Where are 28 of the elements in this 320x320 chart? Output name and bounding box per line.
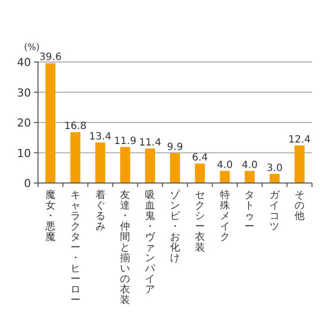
- value-label: 3.0: [266, 162, 283, 174]
- value-label: 4.0: [242, 160, 258, 171]
- value-label: 39.6: [39, 52, 62, 64]
- xtick: 吸血鬼・ヴァンパイア: [145, 190, 156, 296]
- ytick: 10: [17, 146, 31, 160]
- value-label: 12.4: [288, 134, 311, 146]
- ytick: 0: [24, 177, 31, 190]
- value-label: 16.8: [64, 121, 86, 132]
- ytick: 20: [17, 116, 31, 130]
- value-label: 9.9: [167, 142, 183, 154]
- value-label: 6.4: [192, 152, 208, 164]
- xtick: 友達・仲間と揃いの衣装: [120, 190, 130, 306]
- value-label: 4.0: [216, 160, 233, 171]
- value-label: 13.4: [89, 131, 112, 142]
- xtick: 魔女・悪魔: [45, 190, 56, 243]
- xtick: ゾンビ・お化け: [170, 190, 180, 264]
- value-label: 11.4: [138, 138, 162, 149]
- ytick: 30: [17, 86, 31, 100]
- xtick: キャラクター・ヒーロー: [70, 190, 80, 306]
- value-label: 11.9: [114, 136, 136, 147]
- ylabel: (%): [24, 43, 40, 53]
- xtick: タトゥー: [244, 190, 255, 232]
- xtick: 特殊メイク: [220, 190, 230, 243]
- ytick: 40: [17, 56, 31, 69]
- xtick: その他: [294, 190, 305, 222]
- xtick: セクシー衣装: [194, 190, 205, 254]
- xtick: ガイコツ: [270, 190, 280, 232]
- xtick: 着ぐるみ: [95, 190, 106, 232]
